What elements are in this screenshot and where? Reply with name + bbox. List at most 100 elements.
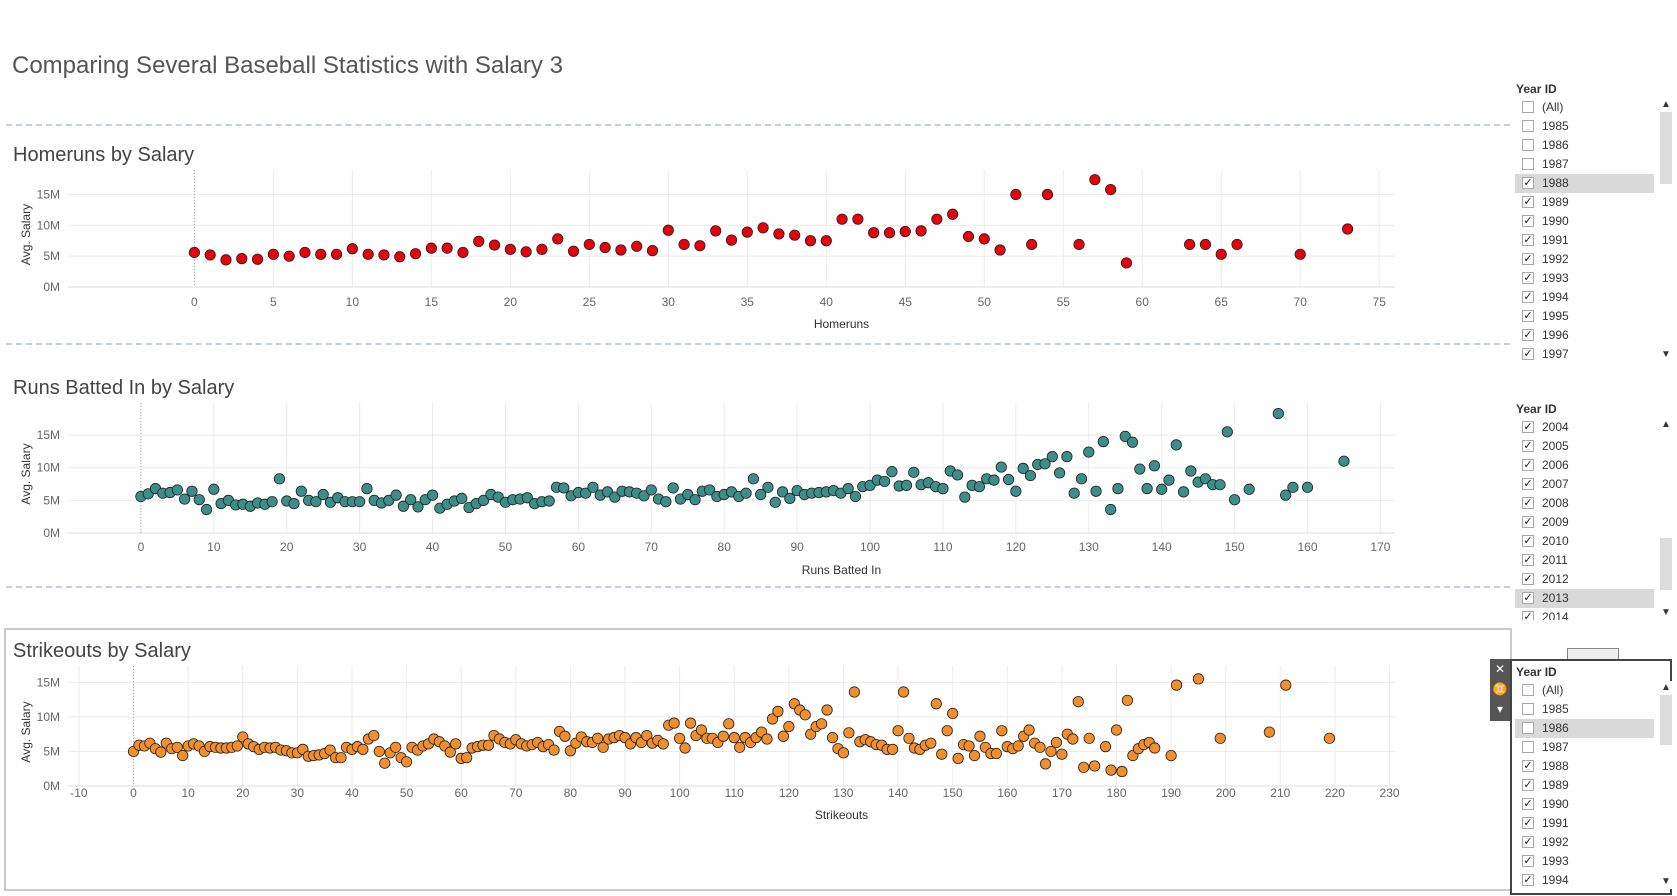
data-point[interactable] <box>995 461 1007 473</box>
data-point[interactable] <box>1112 483 1124 495</box>
data-point[interactable] <box>1185 465 1197 477</box>
data-point[interactable] <box>599 241 611 254</box>
data-point[interactable] <box>1156 483 1168 495</box>
data-point[interactable] <box>317 488 329 501</box>
data-point[interactable] <box>645 484 657 496</box>
checkbox-icon[interactable] <box>1522 158 1534 170</box>
data-point[interactable] <box>583 238 595 251</box>
filter-item-all[interactable]: (All) <box>1515 681 1654 700</box>
data-point[interactable] <box>842 483 854 495</box>
scroll-up-icon[interactable]: ▲ <box>1661 99 1671 110</box>
data-point[interactable] <box>267 248 279 260</box>
data-point[interactable] <box>849 490 862 503</box>
data-point[interactable] <box>390 741 402 753</box>
data-point[interactable] <box>725 234 738 246</box>
data-point[interactable] <box>1280 679 1292 691</box>
data-point[interactable] <box>952 752 964 764</box>
data-point[interactable] <box>816 718 828 730</box>
checked-checkbox-icon[interactable]: ✓ <box>1522 855 1534 867</box>
filter-item-1992[interactable]: ✓ 1992 <box>1515 833 1654 852</box>
data-point[interactable] <box>734 741 746 753</box>
data-point[interactable] <box>761 733 773 745</box>
filter-item-2009[interactable]: ✓ 2009 <box>1515 513 1654 532</box>
data-point[interactable] <box>1134 463 1146 475</box>
data-point[interactable] <box>193 494 205 506</box>
data-point[interactable] <box>1083 732 1095 744</box>
data-point[interactable] <box>695 724 708 736</box>
data-point[interactable] <box>1301 481 1314 493</box>
data-point[interactable] <box>678 238 690 251</box>
filter-scrollbar[interactable]: ▲ ▼ <box>1659 98 1673 362</box>
checkbox-icon[interactable] <box>1522 139 1534 151</box>
checkbox-icon[interactable] <box>1522 722 1534 734</box>
data-point[interactable] <box>773 228 785 240</box>
data-point[interactable] <box>755 488 767 501</box>
data-point[interactable] <box>1119 430 1131 443</box>
checked-checkbox-icon[interactable]: ✓ <box>1522 440 1534 452</box>
data-point[interactable] <box>1073 238 1085 251</box>
data-point[interactable] <box>1105 183 1117 196</box>
scroll-up-icon[interactable]: ▲ <box>1661 419 1671 430</box>
filter-item-1990[interactable]: ✓ 1990 <box>1515 795 1654 814</box>
filter-list[interactable]: (All) 1985 1986 1987 ✓ 1988 ✓ 1989 ✓ 1990 ✓ 1991 ✓ 19… <box>1515 98 1673 362</box>
data-point[interactable] <box>354 496 366 508</box>
data-point[interactable] <box>667 482 679 494</box>
data-point[interactable] <box>273 473 286 485</box>
filter-item-1985[interactable]: 1985 <box>1515 700 1654 719</box>
data-point[interactable] <box>548 744 560 756</box>
data-point[interactable] <box>171 741 183 753</box>
data-point[interactable] <box>251 253 264 265</box>
data-point[interactable] <box>837 747 850 759</box>
filter-item-2006[interactable]: ✓ 2006 <box>1515 456 1654 475</box>
data-point[interactable] <box>1323 732 1336 744</box>
filter-item-1988[interactable]: ✓ 1988 <box>1515 174 1654 193</box>
data-point[interactable] <box>456 492 468 505</box>
data-point[interactable] <box>536 243 548 255</box>
filter-item-1989[interactable]: ✓ 1989 <box>1515 776 1654 795</box>
filter-item-2005[interactable]: ✓ 2005 <box>1515 437 1654 456</box>
data-point[interactable] <box>936 748 948 760</box>
data-point[interactable] <box>1294 248 1306 260</box>
checked-checkbox-icon[interactable]: ✓ <box>1522 497 1534 509</box>
checkbox-icon[interactable] <box>1522 101 1534 113</box>
data-point[interactable] <box>1023 724 1035 736</box>
data-point[interactable] <box>646 245 659 257</box>
checkbox-icon[interactable] <box>1522 703 1534 715</box>
filter-item-2014[interactable]: ✓ 2014 <box>1515 608 1654 620</box>
data-point[interactable] <box>400 756 413 768</box>
data-point[interactable] <box>963 740 975 752</box>
filter-item-1997[interactable]: ✓ 1997 <box>1515 345 1654 362</box>
data-point[interactable] <box>641 729 653 742</box>
data-point[interactable] <box>330 248 343 260</box>
data-point[interactable] <box>978 233 990 245</box>
filter-item-1989[interactable]: ✓ 1989 <box>1515 193 1654 212</box>
rbi-scatter-chart[interactable]: 0 10 20 30 40 50 60 70 80 90 100 110 120 130 140 150 160… <box>0 403 1500 618</box>
data-point[interactable] <box>886 466 898 478</box>
data-point[interactable] <box>236 253 248 265</box>
data-point[interactable] <box>848 686 860 698</box>
checkbox-icon[interactable] <box>1522 684 1534 696</box>
filter-scrollbar[interactable]: ▲ ▼ <box>1659 681 1673 889</box>
data-point[interactable] <box>444 746 456 758</box>
data-point[interactable] <box>1243 483 1255 495</box>
checked-checkbox-icon[interactable]: ✓ <box>1522 329 1534 341</box>
data-point[interactable] <box>450 738 462 750</box>
data-point[interactable] <box>777 730 789 742</box>
data-point[interactable] <box>1120 257 1133 269</box>
data-point[interactable] <box>552 233 564 245</box>
data-point[interactable] <box>1280 489 1292 501</box>
data-point[interactable] <box>335 752 347 764</box>
data-point[interactable] <box>704 484 716 496</box>
data-point[interactable] <box>1046 451 1058 463</box>
data-point[interactable] <box>1121 694 1134 706</box>
filter-list[interactable]: ✓ 2004 ✓ 2005 ✓ 2006 ✓ 2007 ✓ 2008 ✓ 2009 ✓ 2010 ✓ 2011… <box>1515 418 1673 620</box>
data-point[interactable] <box>959 491 971 503</box>
data-point[interactable] <box>179 493 191 505</box>
data-point[interactable] <box>684 717 697 729</box>
data-point[interactable] <box>1163 474 1175 486</box>
data-point[interactable] <box>1231 238 1243 251</box>
data-point[interactable] <box>1184 238 1196 251</box>
data-point[interactable] <box>409 248 422 260</box>
data-point[interactable] <box>679 742 691 754</box>
filter-item-1988[interactable]: ✓ 1988 <box>1515 757 1654 776</box>
